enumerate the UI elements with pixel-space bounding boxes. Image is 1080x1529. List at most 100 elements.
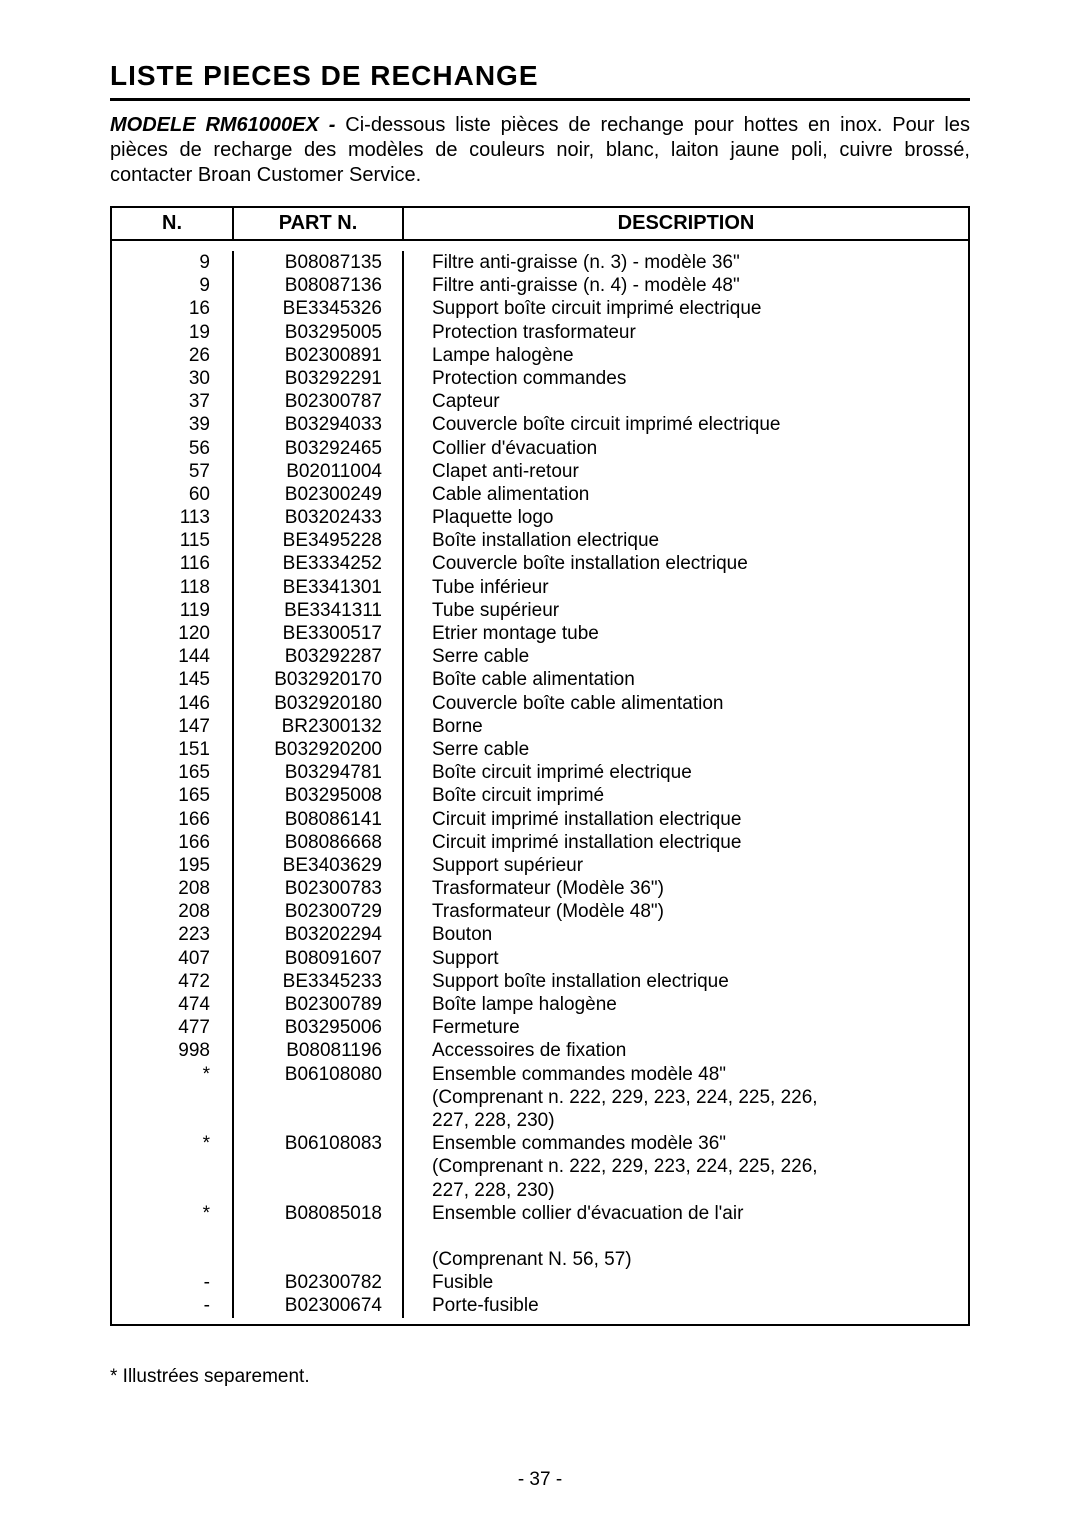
table-row-part: B03202433 <box>234 506 382 529</box>
table-row-part: B032920180 <box>234 692 382 715</box>
table-row-desc: Accessoires de fixation <box>432 1039 958 1062</box>
table-row-desc: Couvercle boîte cable alimentation <box>432 692 958 715</box>
table-row-part: B08085018 <box>234 1202 382 1225</box>
table-row-n: 165 <box>112 761 210 784</box>
table-row-desc: Support boîte circuit imprimé electrique <box>432 297 958 320</box>
table-row-desc: Lampe halogène <box>432 344 958 367</box>
table-row-part: B03295008 <box>234 784 382 807</box>
table-row-desc: Fusible <box>432 1271 958 1294</box>
header-n: N. <box>112 208 234 239</box>
table-row-n: 30 <box>112 367 210 390</box>
table-row-part: B03292287 <box>234 645 382 668</box>
table-row-part: BR2300132 <box>234 715 382 738</box>
table-row-desc: Etrier montage tube <box>432 622 958 645</box>
table-row-desc: Boîte circuit imprimé <box>432 784 958 807</box>
table-row-part: BE3300517 <box>234 622 382 645</box>
table-row-part: BE3334252 <box>234 552 382 575</box>
table-row-part: BE3495228 <box>234 529 382 552</box>
table-row-part: BE3345233 <box>234 970 382 993</box>
col-desc: Filtre anti-graisse (n. 3) - modèle 36" F… <box>404 251 968 1318</box>
col-n: 9916192630373956576011311511611811912014… <box>112 251 234 1318</box>
table-row-desc: Couvercle boîte installation electrique <box>432 552 958 575</box>
table-row-n: 998 <box>112 1039 210 1062</box>
table-row-desc: Ensemble commandes modèle 48" <box>432 1063 958 1086</box>
table-row-n: 120 <box>112 622 210 645</box>
table-row-n: 26 <box>112 344 210 367</box>
page-number: - 37 - <box>0 1469 1080 1491</box>
table-row-desc: Tube supérieur <box>432 599 958 622</box>
table-row-n <box>112 1086 210 1109</box>
table-row-desc: Borne <box>432 715 958 738</box>
table-row-desc: Cable alimentation <box>432 483 958 506</box>
table-row-part: B06108083 <box>234 1132 382 1155</box>
table-row-part: B03202294 <box>234 923 382 946</box>
table-row-n: 151 <box>112 738 210 761</box>
table-row-n: 116 <box>112 552 210 575</box>
table-row-n: 115 <box>112 529 210 552</box>
table-row-n <box>112 1248 210 1271</box>
table-row-part: B03294781 <box>234 761 382 784</box>
table-row-n: 474 <box>112 993 210 1016</box>
table-row-n: 37 <box>112 390 210 413</box>
table-row-desc: Fermeture <box>432 1016 958 1039</box>
table-row-desc: (Comprenant n. 222, 229, 223, 224, 225, … <box>432 1155 958 1178</box>
table-row-part: B02300782 <box>234 1271 382 1294</box>
table-body: 9916192630373956576011311511611811912014… <box>112 241 968 1324</box>
table-row-n: 208 <box>112 877 210 900</box>
table-row-n: 60 <box>112 483 210 506</box>
table-row-part: B03295005 <box>234 321 382 344</box>
table-row-part <box>234 1109 382 1132</box>
table-row-part: B03292291 <box>234 367 382 390</box>
table-row-n: 147 <box>112 715 210 738</box>
table-row-n: 57 <box>112 460 210 483</box>
table-row-part: BE3341311 <box>234 599 382 622</box>
table-row-part: B08091607 <box>234 947 382 970</box>
table-row-part: B02300674 <box>234 1294 382 1317</box>
table-row-part: BE3345326 <box>234 297 382 320</box>
table-row-n: 166 <box>112 808 210 831</box>
table-row-part: BE3341301 <box>234 576 382 599</box>
table-row-desc <box>432 1225 958 1248</box>
table-row-desc: Filtre anti-graisse (n. 3) - modèle 36" <box>432 251 958 274</box>
table-row-desc: Protection trasformateur <box>432 321 958 344</box>
table-row-part: B032920200 <box>234 738 382 761</box>
table-row-part: B02300787 <box>234 390 382 413</box>
table-row-desc: Boîte cable alimentation <box>432 668 958 691</box>
table-row-n: 223 <box>112 923 210 946</box>
table-row-n: 9 <box>112 274 210 297</box>
table-row-desc: Porte-fusible <box>432 1294 958 1317</box>
table-row-desc: Support boîte installation electrique <box>432 970 958 993</box>
table-row-desc: Ensemble commandes modèle 36" <box>432 1132 958 1155</box>
table-row-desc: Tube inférieur <box>432 576 958 599</box>
table-row-desc: Collier d'évacuation <box>432 437 958 460</box>
table-row-n: 144 <box>112 645 210 668</box>
table-row-desc: Protection commandes <box>432 367 958 390</box>
table-row-desc: Couvercle boîte circuit imprimé electriq… <box>432 413 958 436</box>
table-row-n: 9 <box>112 251 210 274</box>
table-row-n: * <box>112 1202 210 1225</box>
table-row-n: 166 <box>112 831 210 854</box>
intro-paragraph: MODELE RM61000EX - Ci-dessous liste pièc… <box>110 113 970 188</box>
page-title: LISTE PIECES DE RECHANGE <box>110 60 970 92</box>
table-row-desc: Circuit imprimé installation electrique <box>432 808 958 831</box>
table-row-part: B02300891 <box>234 344 382 367</box>
table-row-part: B02300783 <box>234 877 382 900</box>
table-row-n: 146 <box>112 692 210 715</box>
table-row-part: B03295006 <box>234 1016 382 1039</box>
table-row-part: B08087135 <box>234 251 382 274</box>
table-row-n: 119 <box>112 599 210 622</box>
table-row-n: - <box>112 1271 210 1294</box>
table-row-desc: 227, 228, 230) <box>432 1179 958 1202</box>
header-part: PART N. <box>234 208 404 239</box>
model-label: MODELE RM61000EX - <box>110 114 345 136</box>
table-row-desc: Capteur <box>432 390 958 413</box>
table-row-desc: Boîte circuit imprimé electrique <box>432 761 958 784</box>
table-row-part: B02011004 <box>234 460 382 483</box>
table-row-part: B032920170 <box>234 668 382 691</box>
table-row-n: - <box>112 1294 210 1317</box>
table-row-part: B02300249 <box>234 483 382 506</box>
table-row-desc: Support <box>432 947 958 970</box>
table-row-part: B08081196 <box>234 1039 382 1062</box>
table-row-desc: Boîte installation electrique <box>432 529 958 552</box>
table-row-desc: Clapet anti-retour <box>432 460 958 483</box>
